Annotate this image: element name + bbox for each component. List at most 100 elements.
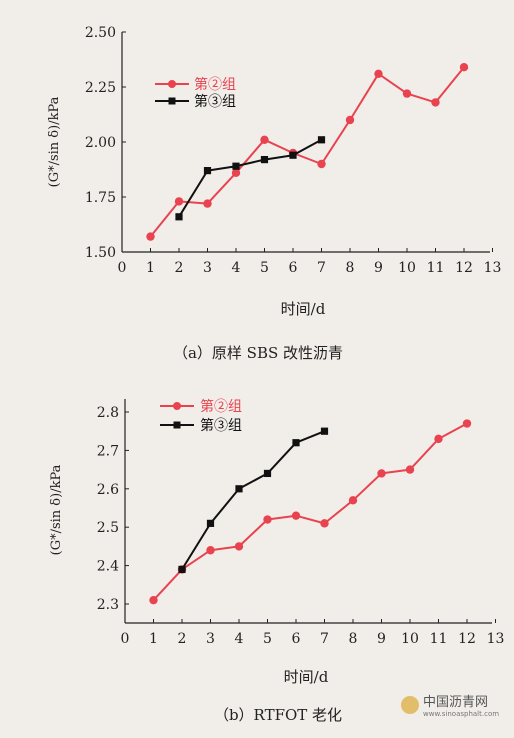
chart-b-series-1-point (291, 511, 301, 520)
watermark-text: 中国沥青网 (423, 695, 488, 710)
chart-a-series-1-point (146, 232, 155, 241)
chart-b-x-tick-label: 9 (377, 631, 386, 647)
chart-a-series-1-point (431, 98, 440, 107)
chart-b-series-1-point (405, 465, 415, 474)
chart-a-legend-label-1: 第②组 (194, 76, 236, 93)
watermark-logo-icon (401, 696, 419, 714)
chart-a-x-tick-label: 5 (260, 260, 269, 276)
chart-b-y-tick-label: 2.5 (97, 520, 119, 536)
chart-b-x-tick-label: 8 (349, 631, 358, 647)
chart-b-x-tick-label: 11 (430, 631, 448, 647)
chart-b-x-tick-label: 2 (178, 631, 187, 647)
chart-b-y-tick-label: 2.6 (97, 482, 119, 498)
chart-b-series-1-line (152, 422, 468, 601)
chart-b-series-1-point (206, 546, 215, 555)
chart-a-y-tick-label: 2.50 (85, 25, 116, 41)
chart-b-series-2-point (263, 469, 272, 478)
chart-b-legend: 第②组 第③组 (160, 398, 242, 434)
chart-a-y-ticks: 1.50 1.75 2.00 2.25 2.50 (85, 25, 126, 261)
chart-a-series-1-point (231, 168, 241, 177)
chart-b-series-1-point (348, 496, 358, 505)
chart-a-series-2-point (175, 213, 183, 221)
chart-b-y-label: (G*/sin δ)/kPa (49, 464, 64, 555)
chart-a-series-1-point (317, 159, 326, 169)
chart-a-series-1-point (374, 69, 383, 79)
chart-a-x-label: 时间/d (281, 300, 326, 318)
chart-b-series-2-point (206, 519, 215, 527)
chart-b-series-1-point (234, 542, 244, 551)
chart-a-series-2-point (203, 167, 212, 175)
chart-a-series-1-point (174, 197, 184, 206)
chart-b-x-tick-label: 5 (263, 631, 272, 647)
chart-b-x-tick-label: 1 (149, 631, 158, 647)
chart-a-legend-marker-2 (168, 97, 176, 105)
chart-a-y-label: (G*/sin δ)/kPa (47, 96, 62, 187)
chart-b-x-tick-label: 3 (206, 631, 215, 647)
chart-b-series-1-point (462, 419, 472, 428)
chart-b-series-1-point (149, 595, 158, 605)
chart-b-y-tick-label: 2.4 (97, 559, 119, 575)
chart-b-series-2-line (181, 430, 325, 570)
chart-b-series-1-point (377, 469, 386, 478)
chart-a-y-tick-label: 1.75 (85, 190, 116, 206)
chart-a-legend-marker-1 (168, 80, 176, 88)
chart-a-x-tick-label: 6 (289, 260, 298, 276)
chart-a-series-1-point (203, 199, 212, 208)
chart-a-series-1-point (402, 89, 412, 98)
chart-b-y-ticks: 2.3 2.4 2.5 2.6 2.7 2.8 (97, 405, 129, 613)
chart-a-series-2-point (317, 136, 326, 144)
chart-a-series-2-point (232, 162, 240, 170)
chart-b-x-tick-label: 12 (458, 631, 476, 647)
watermark-url: www.sinoasphalt.com (423, 710, 499, 718)
chart-b-x-tick-label: 4 (235, 631, 244, 647)
chart-a-x-tick-label: 8 (346, 260, 355, 276)
chart-b-caption: （b）RTFOT 老化 (214, 706, 342, 724)
chart-a-x-tick-label: 7 (317, 260, 326, 276)
chart-b-x-ticks: 0 1 2 3 4 5 6 7 8 9 10 11 12 13 (121, 619, 505, 647)
chart-a-x-tick-label: 1 (146, 260, 155, 276)
chart-a-x-tick-label: 13 (484, 260, 502, 276)
chart-a-y-tick-label: 2.00 (85, 135, 116, 151)
chart-a-x-tick-label: 2 (175, 260, 184, 276)
chart-a-series-2-line (178, 138, 322, 218)
chart-a-x-tick-label: 3 (203, 260, 212, 276)
chart-a-caption: （a）原样 SBS 改性沥青 (173, 344, 343, 362)
chart-a-y-tick-label: 1.50 (85, 245, 116, 261)
chart-b-legend-label-2: 第③组 (200, 417, 242, 434)
chart-b-x-tick-label: 13 (487, 631, 505, 647)
chart-a-legend: 第②组 第③组 (155, 76, 236, 110)
chart-a-legend-label-2: 第③组 (194, 93, 236, 110)
chart-a-series-1-line (149, 66, 465, 238)
chart-b-legend-marker-2 (173, 421, 181, 429)
chart-a-x-tick-label: 10 (398, 260, 416, 276)
chart-a-x-tick-label: 9 (374, 260, 383, 276)
chart-a-series-2-point (260, 156, 269, 164)
chart-b-series-1-point (434, 434, 443, 444)
chart-b-legend-marker-1 (173, 402, 181, 410)
chart-b-series-1-point (263, 515, 272, 524)
chart-a-series-2-point (289, 151, 297, 159)
watermark: 中国沥青网 www.sinoasphalt.com (401, 695, 499, 718)
chart-a-series-1-point (345, 115, 355, 125)
chart-b-x-tick-label: 6 (292, 631, 301, 647)
chart-b-series-2-point (235, 485, 243, 493)
chart-b-x-tick-label: 7 (320, 631, 329, 647)
chart-b-x-label: 时间/d (284, 668, 329, 686)
chart-b-y-tick-label: 2.3 (97, 597, 119, 613)
chart-b-series-2-point (292, 439, 300, 447)
chart-b-x-tick-label: 0 (121, 631, 130, 647)
chart-b-x-tick-label: 10 (401, 631, 419, 647)
chart-b-series-2-point (320, 427, 329, 435)
chart-b-legend-label-1: 第②组 (200, 398, 242, 415)
chart-a-x-ticks: 0 1 2 3 4 5 6 7 8 9 10 11 12 13 (118, 248, 502, 276)
chart-a-series-1-point (260, 135, 269, 144)
chart-a-series-1-point (459, 62, 469, 72)
chart-a-y-tick-label: 2.25 (85, 80, 116, 96)
chart-b-series-2-point (178, 565, 186, 574)
chart-a-x-tick-label: 12 (455, 260, 473, 276)
chart-b-y-tick-label: 2.8 (97, 405, 119, 421)
chart-b-series (149, 419, 472, 605)
chart-a-x-tick-label: 0 (118, 260, 127, 276)
